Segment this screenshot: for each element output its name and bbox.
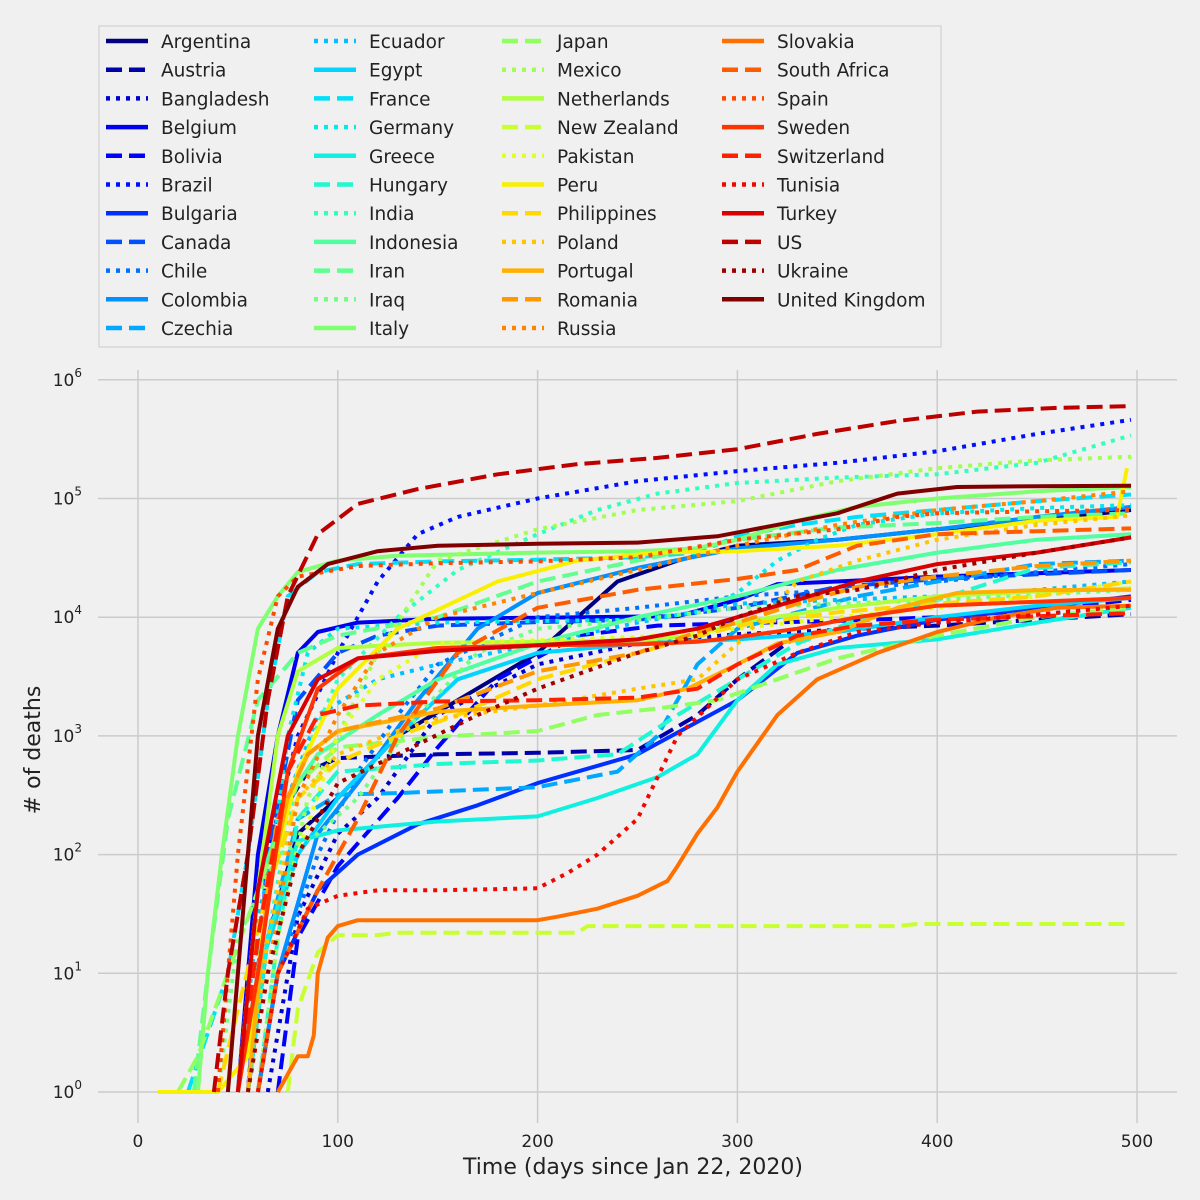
legend-label: Bulgaria (161, 204, 238, 225)
legend-label: Argentina (161, 32, 251, 53)
legend-label: United Kingdom (777, 290, 926, 311)
legend-label: Peru (557, 176, 598, 197)
series-line-italy (195, 485, 1132, 1093)
series-line-czechia (245, 558, 1132, 1093)
series-line-iran (191, 511, 1132, 1093)
series-line-turkey (235, 535, 1132, 1093)
legend-label: US (777, 233, 802, 254)
legend-label: South Africa (777, 61, 889, 82)
series-line-france (186, 492, 1132, 1093)
series-line-sweden (235, 596, 1132, 1093)
legend-label: Romania (557, 290, 638, 311)
x-tick-label: 200 (521, 1132, 553, 1152)
series-line-us (211, 404, 1132, 1093)
legend-label: Slovakia (777, 32, 855, 53)
legend-label: Portugal (557, 262, 634, 283)
legend-label: Indonesia (369, 233, 458, 254)
series-line-new-zealand (285, 922, 1131, 1093)
legend-label: Germany (369, 118, 454, 139)
legend-label: Turkey (776, 204, 837, 225)
series-line-brazil (245, 417, 1132, 1093)
series-line-spain (215, 508, 1132, 1093)
legend-label: Italy (369, 319, 409, 340)
x-tick-label: 400 (921, 1132, 953, 1152)
legend-label: Mexico (557, 61, 622, 82)
legend-label: Czechia (161, 319, 233, 340)
legend-label: Colombia (161, 290, 248, 311)
series-line-canada (245, 568, 1132, 1093)
series-line-tunisia (255, 603, 1132, 1093)
series-line-united-kingdom (225, 483, 1132, 1093)
legend-label: Tunisia (776, 176, 840, 197)
y-tick-label: 106 (53, 366, 82, 391)
y-tick-label: 104 (53, 603, 82, 628)
legend-label: Chile (161, 262, 207, 283)
x-tick-label: 0 (133, 1132, 144, 1152)
legend-label: Hungary (369, 176, 448, 197)
legend-label: Spain (777, 89, 829, 110)
legend-label: Belgium (161, 118, 237, 139)
series-line-south-africa (255, 526, 1132, 1093)
legend-label: Sweden (777, 118, 850, 139)
legend-label: Greece (369, 147, 435, 168)
legend-label: Japan (556, 32, 609, 53)
legend-label: Egypt (369, 61, 422, 82)
legend-label: Bangladesh (161, 89, 269, 110)
legend-label: Pakistan (557, 147, 634, 168)
legend-label: India (369, 204, 414, 225)
legend-label: Canada (161, 233, 231, 254)
legend-label: Iraq (369, 290, 405, 311)
legend-label: Ukraine (777, 262, 848, 283)
series-line-philippines (215, 579, 1132, 1093)
legend-label: Philippines (557, 204, 657, 225)
x-tick-label: 100 (322, 1132, 354, 1152)
y-tick-label: 100 (53, 1078, 82, 1103)
legend-label: Brazil (161, 176, 213, 197)
legend-label: Poland (557, 233, 619, 254)
legend-label: France (369, 89, 431, 110)
y-tick-label: 103 (53, 722, 82, 747)
legend-label: Switzerland (777, 147, 885, 168)
y-tick-label: 105 (53, 485, 82, 510)
x-tick-label: 300 (721, 1132, 753, 1152)
series-lines (157, 404, 1132, 1094)
x-tick-label: 500 (1121, 1132, 1153, 1152)
series-line-ukraine (245, 535, 1132, 1093)
series-line-slovakia (276, 603, 1132, 1093)
y-axis-label: # of deaths (21, 686, 46, 815)
legend-label: Bolivia (161, 147, 223, 168)
y-tick-label: 101 (53, 959, 82, 984)
axes: 0 100 200 300 400 500 100 101 102 103 104 105 106 (53, 366, 1154, 1152)
x-axis-label: Time (days since Jan 22, 2020) (462, 1155, 803, 1180)
series-line-hungary (255, 560, 1132, 1093)
series-line-bulgaria (255, 594, 1132, 1093)
legend-label: Ecuador (369, 32, 445, 53)
legend: Argentina Austria Bangladesh Belgium Bolivia… (98, 25, 942, 348)
legend-label: Austria (161, 61, 226, 82)
series-line-switzerland (235, 611, 1132, 1093)
legend-label: New Zealand (557, 118, 679, 139)
legend-label: Iran (369, 262, 405, 283)
y-tick-label: 102 (53, 841, 82, 866)
legend-label: Netherlands (557, 89, 670, 110)
legend-label: Russia (557, 319, 617, 340)
